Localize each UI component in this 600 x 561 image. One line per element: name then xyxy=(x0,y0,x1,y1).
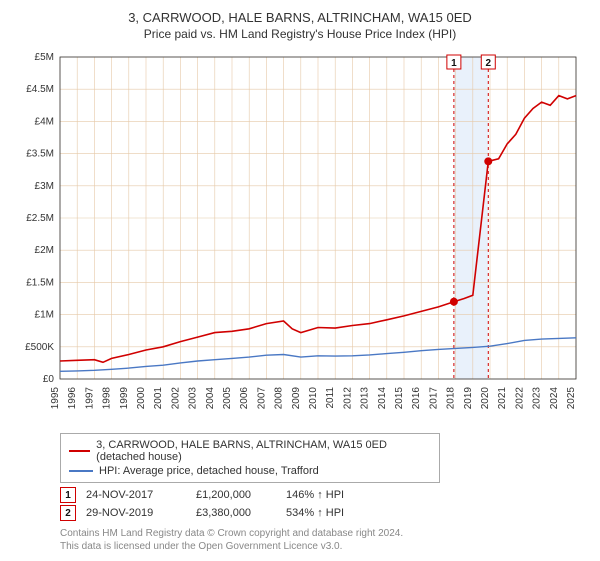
legend: 3, CARRWOOD, HALE BARNS, ALTRINCHAM, WA1… xyxy=(60,433,440,483)
legend-row: HPI: Average price, detached house, Traf… xyxy=(69,464,431,478)
event-price: £3,380,000 xyxy=(196,507,286,519)
event-pct: 534% ↑ HPI xyxy=(286,507,376,519)
footer-line-2: This data is licensed under the Open Gov… xyxy=(60,540,588,553)
x-tick-label: 2009 xyxy=(291,387,302,410)
y-tick-label: £3M xyxy=(35,181,54,192)
footer-line-1: Contains HM Land Registry data © Crown c… xyxy=(60,527,588,540)
event-pct: 146% ↑ HPI xyxy=(286,489,376,501)
event-price: £1,200,000 xyxy=(196,489,286,501)
legend-label: HPI: Average price, detached house, Traf… xyxy=(99,465,319,477)
x-tick-label: 2020 xyxy=(480,387,491,410)
y-tick-label: £500K xyxy=(25,342,54,353)
y-tick-label: £2M xyxy=(35,245,54,256)
x-tick-label: 2021 xyxy=(497,387,508,410)
page-title: 3, CARRWOOD, HALE BARNS, ALTRINCHAM, WA1… xyxy=(12,10,588,25)
x-tick-label: 2014 xyxy=(377,387,388,410)
x-tick-label: 2007 xyxy=(256,387,267,410)
price-chart: £0 £500K £1M £1.5M £2M £2.5M £3M £3.5M £4M £4.5M £… xyxy=(12,49,588,429)
y-tick-label: £2.5M xyxy=(26,213,54,224)
x-tick-label: 2012 xyxy=(342,387,353,410)
x-tick-label: 2013 xyxy=(360,387,371,410)
x-tick-label: 1996 xyxy=(67,387,78,410)
x-tick-label: 2006 xyxy=(239,387,250,410)
footer: Contains HM Land Registry data © Crown c… xyxy=(60,527,588,553)
y-tick-label: £4M xyxy=(35,116,54,127)
x-tick-label: 2008 xyxy=(274,387,285,410)
x-tick-label: 2025 xyxy=(566,387,577,410)
y-tick-label: £4.5M xyxy=(26,84,54,95)
x-tick-label: 2000 xyxy=(136,387,147,410)
x-tick-label: 2010 xyxy=(308,387,319,410)
legend-label: 3, CARRWOOD, HALE BARNS, ALTRINCHAM, WA1… xyxy=(96,439,431,463)
x-tick-label: 2002 xyxy=(170,387,181,410)
marker-dot xyxy=(484,157,492,165)
x-tick-label: 2018 xyxy=(446,387,457,410)
y-tick-label: £1M xyxy=(35,310,54,321)
x-tick-label: 2003 xyxy=(188,387,199,410)
x-tick-label: 2001 xyxy=(153,387,164,410)
x-tick-label: 2004 xyxy=(205,387,216,410)
y-tick-label: £5M xyxy=(35,52,54,63)
marker-label: 1 xyxy=(451,58,457,69)
x-tick-label: 2011 xyxy=(325,387,336,409)
event-row: 2 29-NOV-2019£3,380,000534% ↑ HPI xyxy=(60,505,588,521)
marker-dot xyxy=(450,298,458,306)
x-tick-label: 1998 xyxy=(102,387,113,410)
event-marker: 1 xyxy=(60,487,76,503)
x-tick-label: 2015 xyxy=(394,387,405,410)
y-tick-label: £0 xyxy=(43,374,55,385)
x-tick-label: 2019 xyxy=(463,387,474,410)
y-tick-label: £1.5M xyxy=(26,277,54,288)
page-subtitle: Price paid vs. HM Land Registry's House … xyxy=(12,27,588,41)
legend-swatch xyxy=(69,470,93,472)
x-tick-label: 1995 xyxy=(50,387,61,410)
event-date: 29-NOV-2019 xyxy=(86,507,196,519)
x-tick-label: 1997 xyxy=(84,387,95,410)
event-list: 1 24-NOV-2017£1,200,000146% ↑ HPI 2 29-NOV-… xyxy=(12,487,588,521)
legend-row: 3, CARRWOOD, HALE BARNS, ALTRINCHAM, WA1… xyxy=(69,438,431,464)
x-tick-label: 2017 xyxy=(428,387,439,410)
event-date: 24-NOV-2017 xyxy=(86,489,196,501)
x-tick-label: 2016 xyxy=(411,387,422,410)
y-tick-label: £3.5M xyxy=(26,149,54,160)
legend-swatch xyxy=(69,450,90,452)
event-marker: 2 xyxy=(60,505,76,521)
x-tick-label: 1999 xyxy=(119,387,130,410)
marker-label: 2 xyxy=(485,58,491,69)
x-tick-label: 2022 xyxy=(514,387,525,410)
x-tick-label: 2005 xyxy=(222,387,233,410)
x-tick-label: 2023 xyxy=(532,387,543,410)
event-row: 1 24-NOV-2017£1,200,000146% ↑ HPI xyxy=(60,487,588,503)
x-tick-label: 2024 xyxy=(549,387,560,410)
